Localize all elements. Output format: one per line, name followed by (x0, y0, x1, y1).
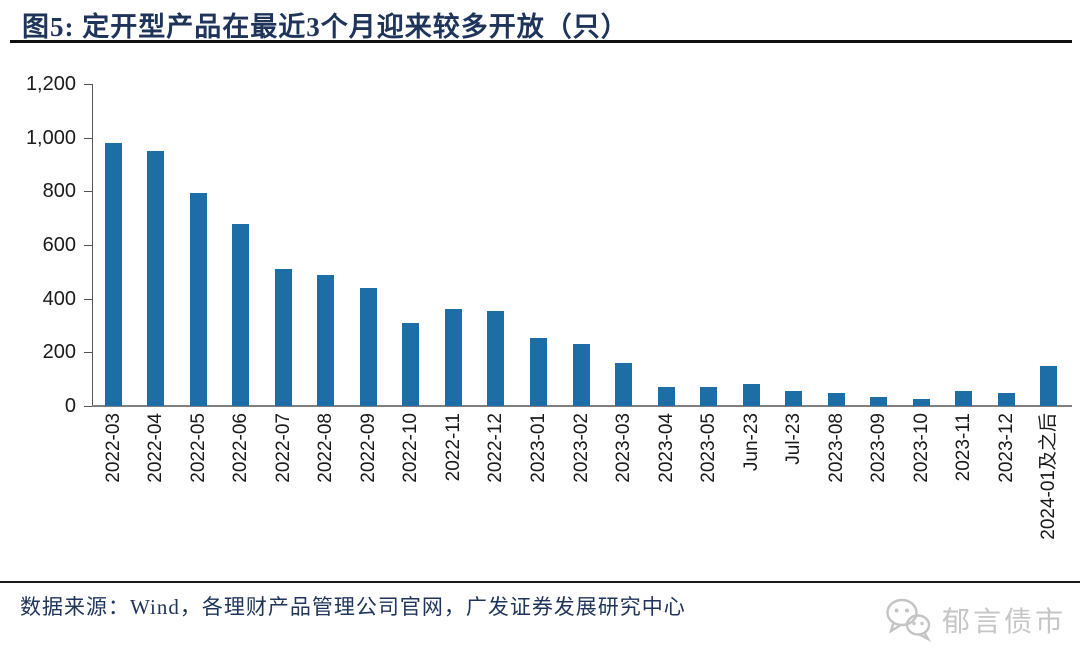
y-tick-label: 1,000 (25, 126, 76, 149)
watermark: 郁言债市 (884, 597, 1066, 643)
x-tick-label-text: 2022-04 (145, 413, 167, 483)
y-tick (84, 137, 92, 139)
bar-2023-05 (700, 387, 718, 406)
y-tick (84, 84, 92, 85)
x-tick-label-text: 2023-05 (698, 413, 720, 483)
x-tick-label-text: 2022-11 (442, 413, 464, 482)
bar-2024-01及之后 (1040, 365, 1058, 406)
y-tick (84, 245, 92, 246)
bar-2022-09 (359, 287, 377, 406)
y-axis (92, 84, 93, 406)
bar-2022-04 (147, 151, 165, 406)
bar-2023-01 (529, 337, 547, 406)
x-tick-label-text: 2023-03 (613, 413, 635, 483)
footer-divider (0, 581, 1080, 583)
x-tick-label-text: 2023-10 (910, 413, 932, 483)
y-tick-label: 800 (42, 180, 76, 203)
y-tick-label: 0 (64, 395, 76, 417)
bar-2023-10 (912, 399, 930, 406)
y-tick (84, 352, 92, 354)
x-tick-label-text: 2023-11 (953, 413, 975, 482)
y-tick (84, 406, 92, 407)
x-tick-label-text: 2022-10 (400, 413, 422, 483)
y-tick (84, 191, 92, 193)
x-tick-label-text: 2023-04 (655, 413, 677, 483)
x-tick-label-text: 2023-08 (825, 413, 847, 483)
bar-2022-08 (317, 274, 335, 406)
x-tick-label-text: 2023-09 (868, 413, 890, 483)
x-tick-label-text: Jun-23 (740, 413, 762, 472)
x-tick-label-text: 2022-12 (485, 413, 507, 483)
x-tick-label-text: 2023-02 (570, 413, 592, 483)
bar-2023-04 (657, 387, 675, 406)
x-tick-label-text: 2023-01 (527, 413, 549, 483)
bar-2023-11 (955, 390, 973, 406)
bar-2023-08 (827, 393, 845, 406)
x-tick-label-text: 2022-07 (272, 413, 294, 483)
x-tick-label-text: 2022-03 (102, 413, 124, 483)
y-tick (84, 298, 92, 300)
x-tick-label-text: 2022-05 (187, 413, 209, 483)
bar-Jul-23 (785, 391, 803, 406)
y-tick-label: 200 (42, 341, 76, 364)
y-tick-label: 600 (42, 234, 76, 256)
x-tick-label-text: 2022-08 (315, 413, 337, 483)
data-source-note: 数据来源：Wind，各理财产品管理公司官网，广发证券发展研究中心 (20, 595, 686, 619)
y-tick-label: 1,200 (25, 73, 76, 95)
bar-Jun-23 (742, 383, 760, 406)
bar-2023-12 (997, 393, 1015, 406)
wechat-icon (886, 598, 932, 643)
bar-2022-05 (189, 192, 207, 406)
bar-2022-10 (402, 322, 420, 406)
title-underline (10, 40, 1072, 43)
bar-2023-03 (615, 363, 633, 406)
bar-chart: 0 200 400 600 800 1,000 1,200 2022-03 2022-04 202… (25, 73, 1072, 540)
x-axis (92, 405, 1072, 407)
bar-2022-06 (232, 223, 250, 406)
bar-2022-12 (487, 310, 505, 406)
bar-2022-11 (444, 309, 462, 406)
figure-title: 图5: 定开型产品在最近3个月迎来较多开放（只） (22, 12, 629, 42)
x-tick-label-text: 2024-01及之后 (1038, 413, 1060, 540)
bar-2023-09 (870, 397, 888, 406)
watermark-label: 郁言债市 (942, 607, 1067, 638)
x-tick-label-text: Jul-23 (783, 413, 805, 465)
x-tick-label-text: 2022-06 (230, 413, 252, 483)
y-tick-label: 400 (42, 287, 76, 310)
bar-2022-03 (104, 143, 122, 406)
x-tick-label-text: 2023-12 (995, 413, 1017, 483)
bar-2023-02 (572, 344, 590, 406)
x-tick-label-text: 2022-09 (357, 413, 379, 483)
bar-2022-07 (274, 269, 292, 406)
